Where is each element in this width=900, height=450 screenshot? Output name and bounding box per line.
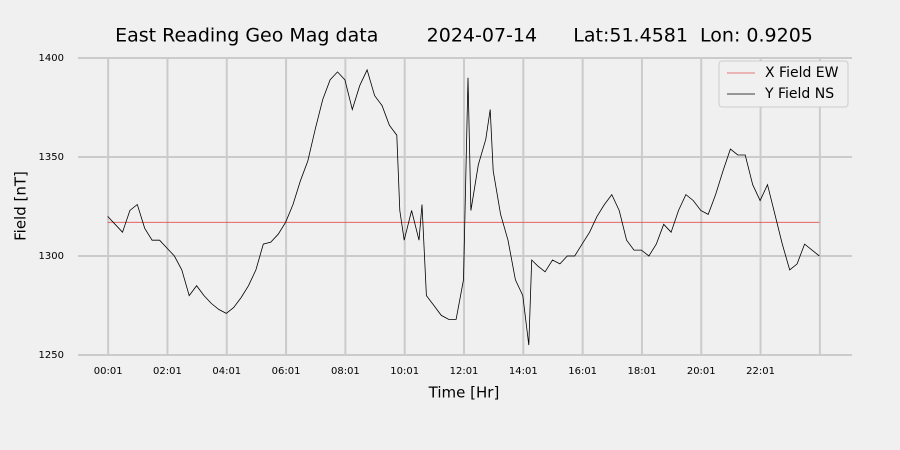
x-tick-label: 00:01 bbox=[94, 366, 123, 377]
x-tick-label: 20:01 bbox=[687, 366, 716, 377]
y-tick-label: 1400 bbox=[39, 53, 64, 64]
y-tick-label: 1300 bbox=[39, 251, 64, 262]
y-axis-label: Field [nT] bbox=[12, 171, 30, 241]
legend-label: X Field EW bbox=[765, 65, 839, 81]
legend-label: Y Field NS bbox=[764, 86, 834, 102]
x-tick-label: 16:01 bbox=[568, 366, 597, 377]
data-line bbox=[107, 68, 820, 346]
legend: X Field EW Y Field NS bbox=[718, 60, 849, 108]
x-tick-label: 14:01 bbox=[509, 366, 538, 377]
x-tick-label: 08:01 bbox=[331, 366, 360, 377]
x-tick-label: 06:01 bbox=[272, 366, 301, 377]
x-tick-label: 18:01 bbox=[628, 366, 657, 377]
x-axis-label: Time [Hr] bbox=[428, 384, 500, 402]
x-tick-label: 02:01 bbox=[153, 366, 182, 377]
x-tick-label: 10:01 bbox=[390, 366, 419, 377]
legend-box bbox=[718, 60, 849, 108]
y-tick-label: 1250 bbox=[39, 350, 64, 361]
x-tick-label: 12:01 bbox=[450, 366, 479, 377]
x-tick-label: 22:01 bbox=[746, 366, 775, 377]
x-tick-label: 04:01 bbox=[212, 366, 241, 377]
chart-title: East Reading Geo Mag data 2024-07-14 Lat… bbox=[115, 25, 813, 47]
y-tick-label: 1350 bbox=[39, 152, 64, 163]
